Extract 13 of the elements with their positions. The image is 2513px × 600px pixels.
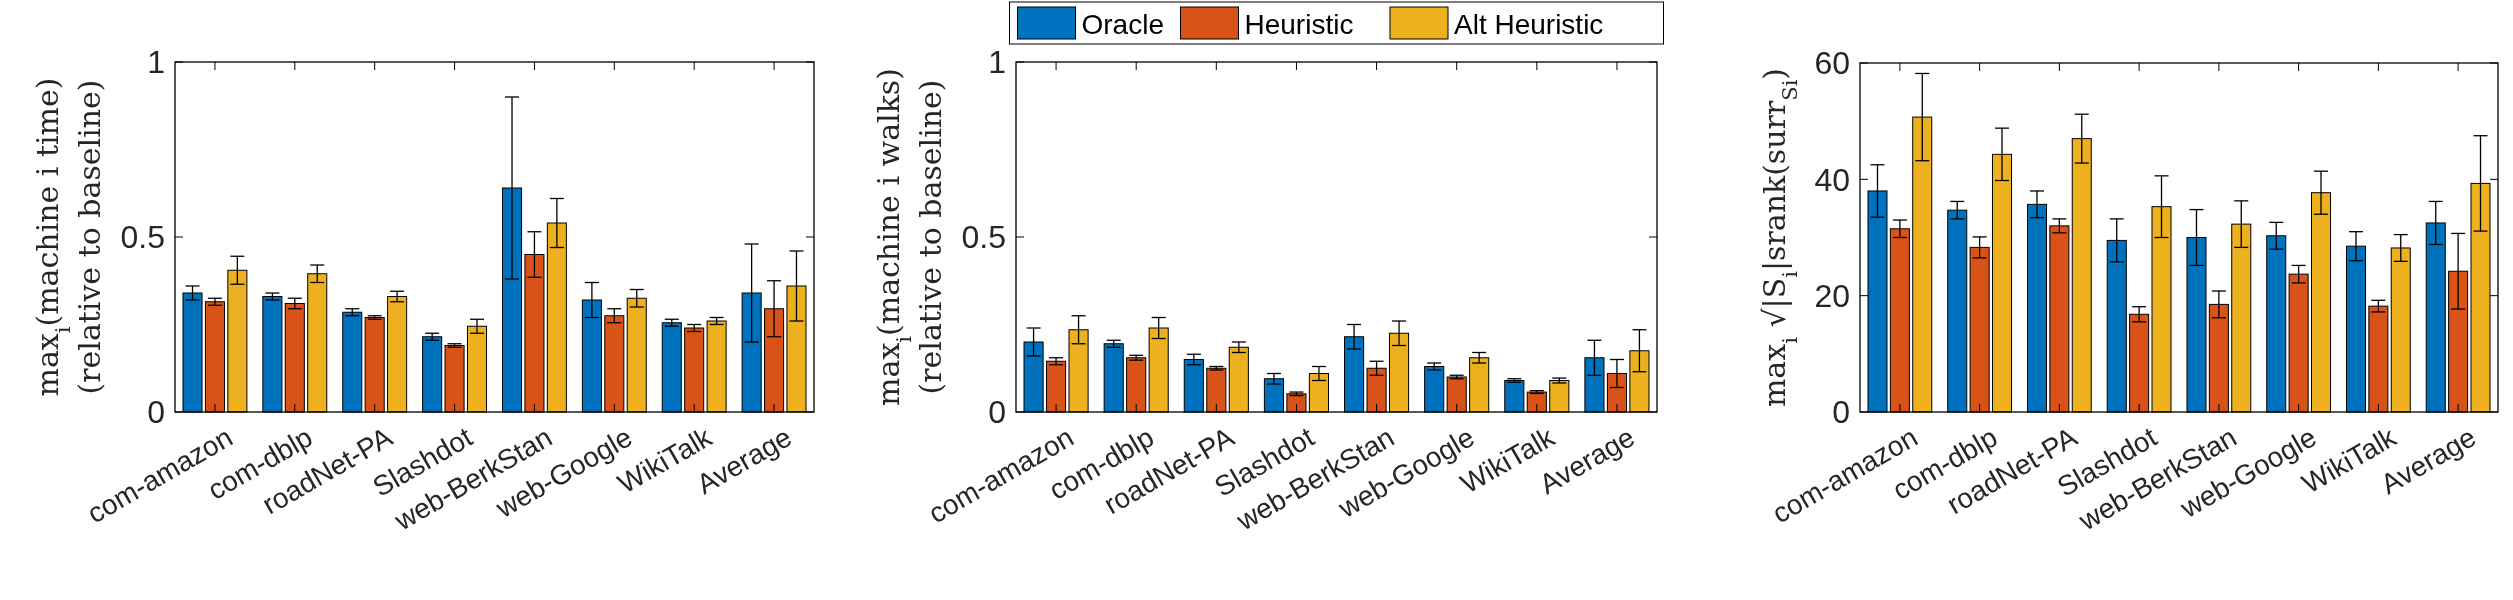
y-tick-label: 0 — [147, 394, 165, 431]
y-tick-label: 40 — [1814, 161, 1850, 198]
y-tick-label: 0.5 — [120, 219, 165, 256]
y-tick-label: 1 — [988, 44, 1006, 81]
y-tick-label: 60 — [1814, 45, 1850, 82]
legend-label: Oracle — [1081, 9, 1164, 40]
y-tick-label: 0.5 — [961, 219, 1006, 256]
legend-label: Alt Heuristic — [1454, 9, 1604, 40]
y-tick-label: 0 — [1832, 394, 1850, 431]
y-tick-label: 1 — [147, 44, 165, 81]
y-tick-label: 20 — [1814, 277, 1850, 314]
legend-label: Heuristic — [1244, 9, 1354, 40]
y-tick-label: 0 — [988, 394, 1006, 431]
